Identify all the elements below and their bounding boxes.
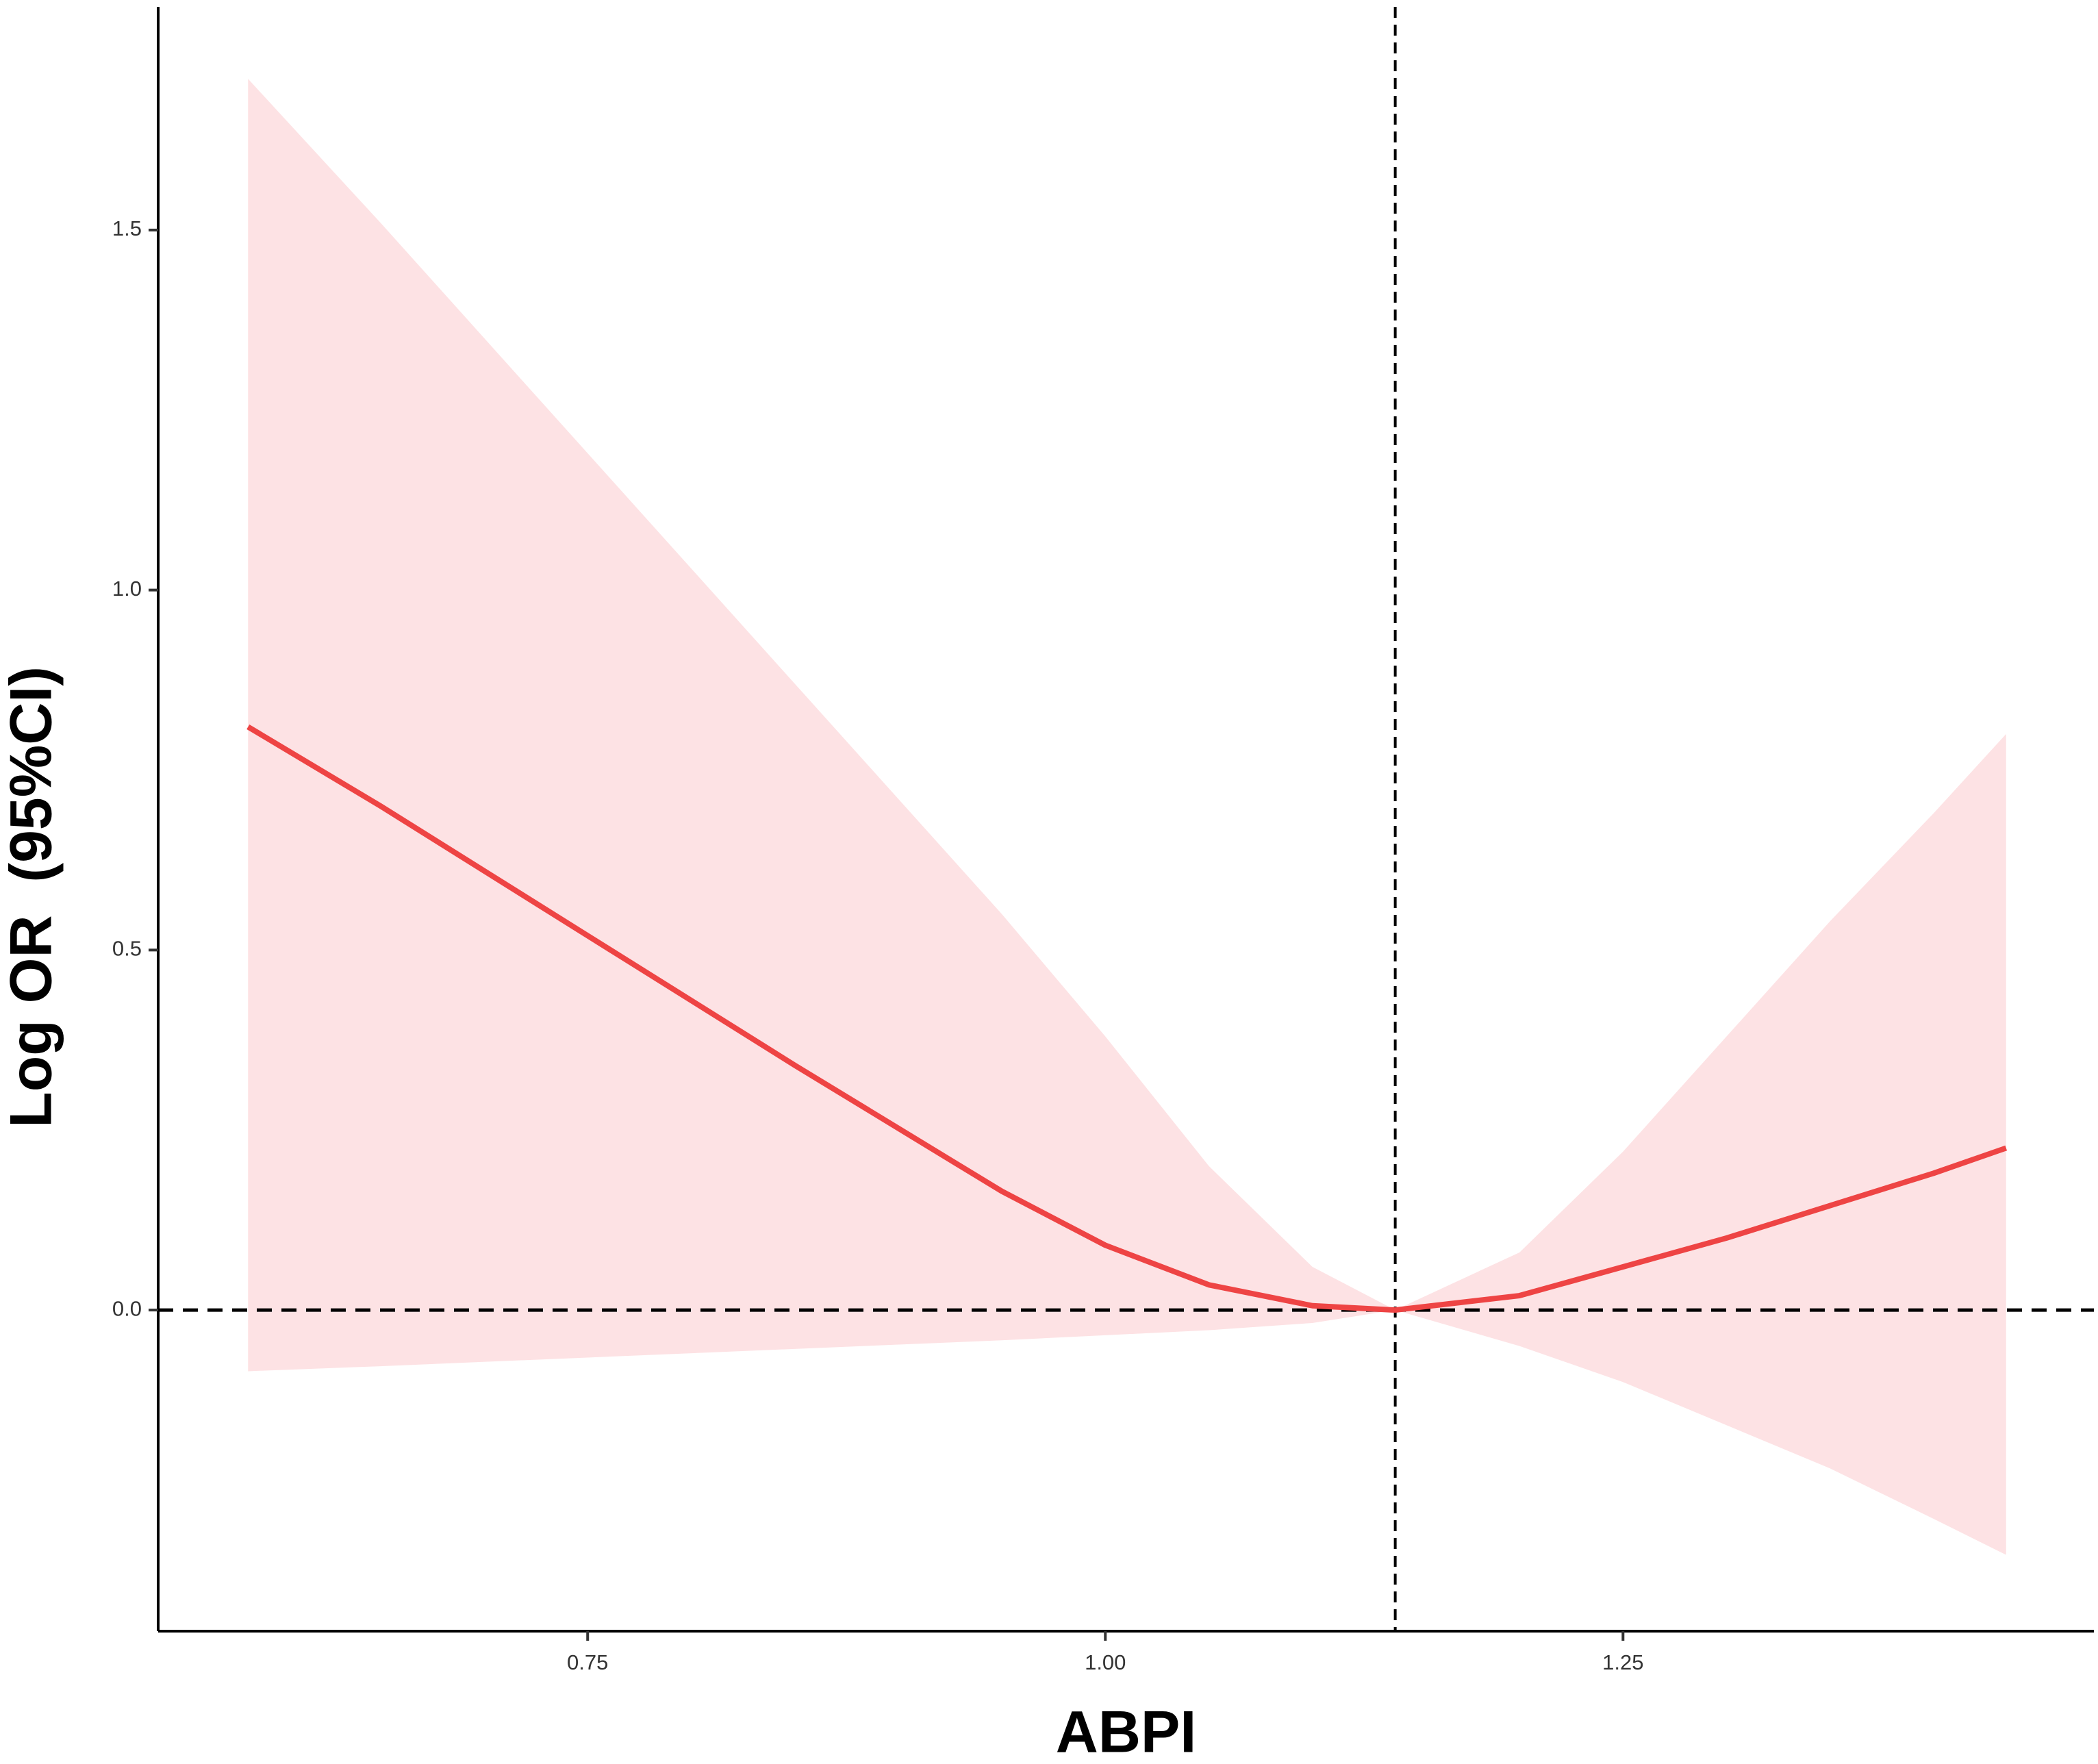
y-tick-label: 0.0 bbox=[112, 1296, 142, 1320]
x-tick-label: 0.75 bbox=[567, 1650, 608, 1674]
y-tick-label: 1.0 bbox=[112, 577, 142, 601]
line bbox=[247, 724, 2008, 1313]
x-tick-label: 1.00 bbox=[1085, 1650, 1126, 1674]
y-tick-label: 1.5 bbox=[112, 216, 142, 240]
y-axis-title: Log OR (95%CI) bbox=[0, 666, 64, 1128]
x-axis-title: ABPI bbox=[1056, 1700, 1196, 1764]
ci-band bbox=[248, 79, 2006, 1555]
y-tick-label: 0.5 bbox=[112, 937, 142, 961]
x-tick-label: 1.25 bbox=[1602, 1650, 1643, 1674]
